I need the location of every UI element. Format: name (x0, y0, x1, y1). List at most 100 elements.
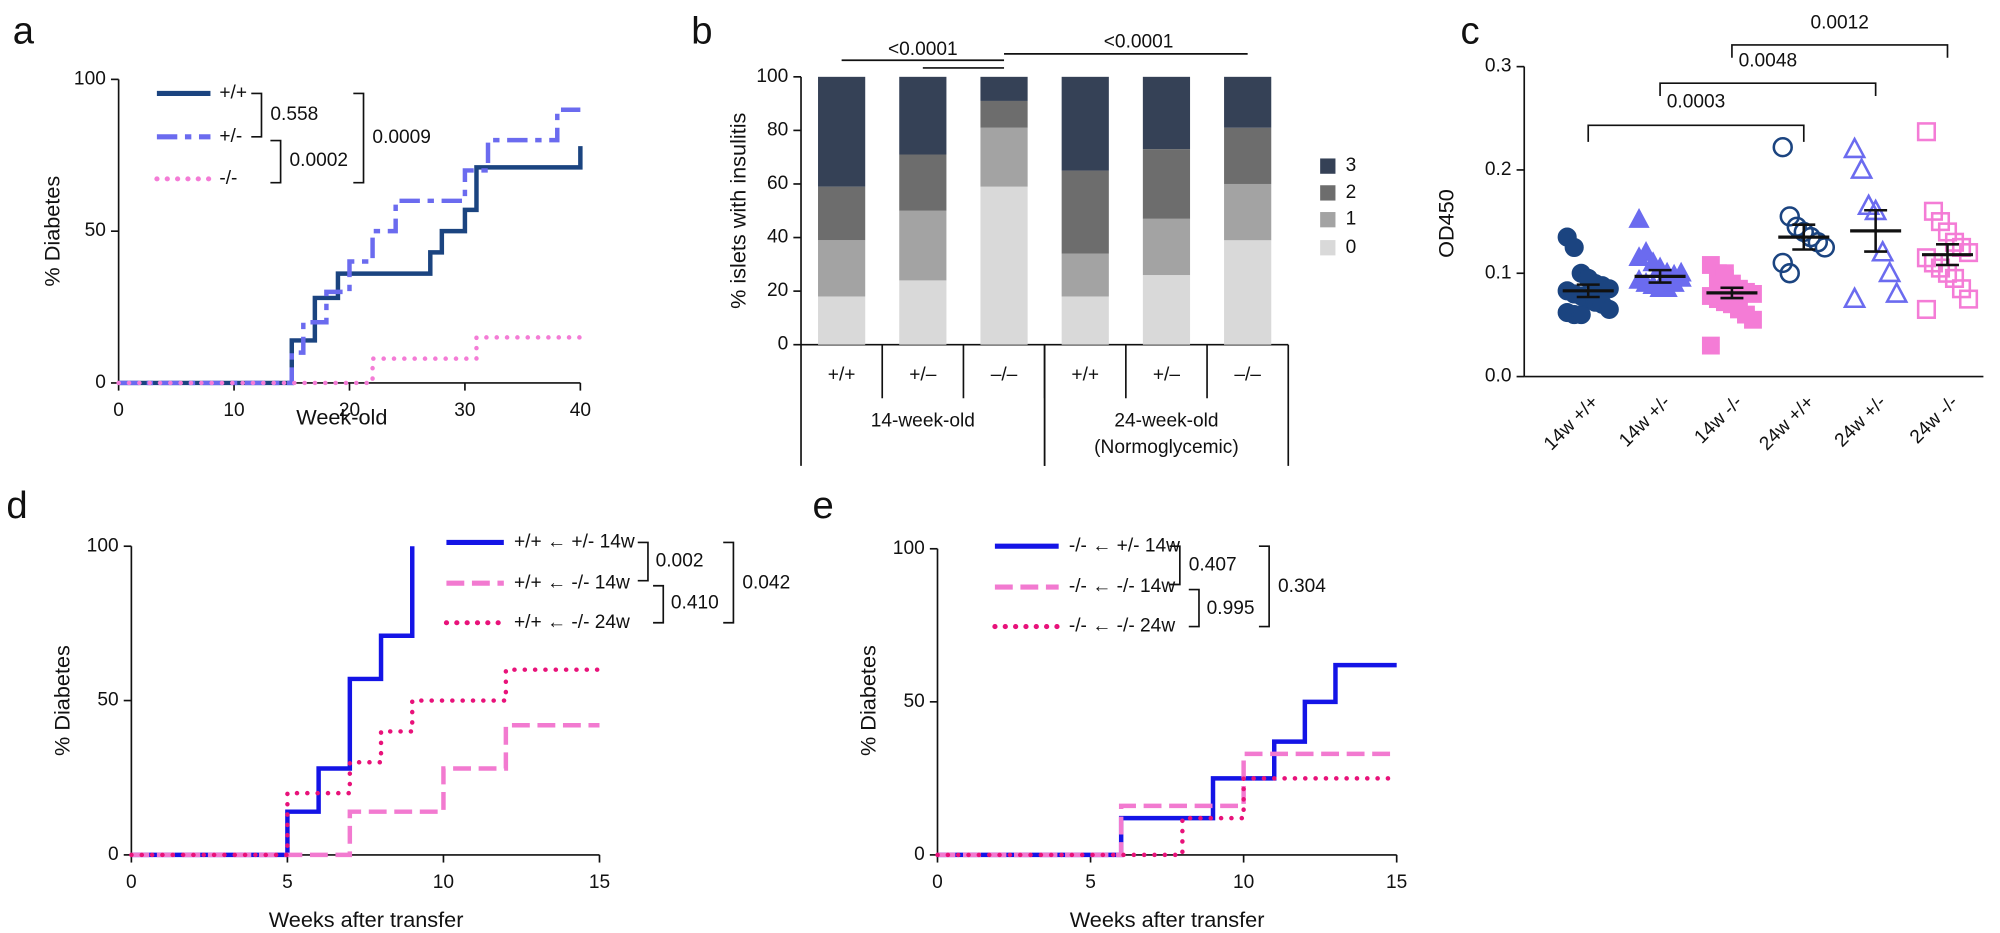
error-bar (1648, 268, 1672, 284)
step-line (118, 107, 581, 386)
x-tick-label: 15 (589, 872, 610, 893)
data-point (1958, 289, 1979, 309)
x-tick-label: 10 (433, 872, 454, 893)
legend-label: +/+ ← -/- 24w (514, 612, 630, 633)
step-line (118, 146, 583, 386)
group-label: 24-week-old (1114, 410, 1218, 431)
y-tick-label: 100 (893, 538, 925, 559)
data-point (1701, 336, 1720, 355)
bar-segment (899, 154, 947, 211)
data-point (1877, 260, 1902, 283)
bar-segment (980, 186, 1028, 345)
y-axis-label: % Diabetes (856, 645, 881, 756)
x-tick-label: 24w -/- (1906, 392, 1962, 448)
data-point (1916, 122, 1937, 142)
legend-label: 2 (1346, 182, 1357, 203)
data-point (1599, 279, 1619, 299)
panel-letter: e (813, 484, 834, 527)
bar-segment (818, 296, 866, 345)
x-tick-label: 5 (1085, 872, 1096, 893)
p-value: 0.002 (656, 551, 704, 572)
y-tick-label: 0 (778, 334, 789, 355)
data-point (1842, 286, 1867, 309)
data-point (1779, 206, 1800, 227)
error-bar (1792, 223, 1816, 251)
bar-segment (899, 280, 947, 345)
bar-segment (899, 76, 947, 155)
bar-segment (1142, 76, 1191, 150)
bar-segment (818, 76, 866, 187)
x-tick-label: +/+ (828, 364, 856, 385)
legend-swatch (1320, 212, 1336, 228)
step-line (116, 335, 583, 386)
data-point (1571, 305, 1591, 325)
group-label: 14-week-old (871, 410, 975, 431)
p-value: 0.995 (1207, 598, 1255, 619)
data-point (1772, 252, 1793, 274)
bar-segment (1061, 296, 1109, 345)
data-point (1849, 157, 1874, 179)
x-tick-label: 0 (126, 872, 137, 893)
x-tick-label: +/– (909, 364, 936, 385)
step-line (937, 662, 1397, 858)
bar-segment (818, 240, 866, 297)
y-tick-label: 0.3 (1485, 56, 1512, 77)
legend-label: -/- ← -/- 24w (1069, 616, 1175, 637)
y-tick-label: 0 (914, 844, 925, 865)
bar-segment (899, 210, 947, 281)
bar-segment (1224, 183, 1272, 241)
bracket (251, 92, 263, 138)
x-tick-label: 40 (570, 400, 591, 421)
step-line (131, 723, 600, 858)
y-tick-label: 80 (767, 119, 788, 140)
x-tick-label: 10 (1233, 872, 1254, 893)
p-value: 0.407 (1189, 554, 1237, 575)
bar-segment (1061, 170, 1109, 254)
y-axis-label: % Diabetes (39, 176, 64, 287)
y-tick-label: 0.2 (1485, 159, 1512, 180)
data-point (1958, 243, 1979, 263)
y-tick-label: 100 (756, 66, 788, 87)
x-tick-label: 0 (113, 400, 124, 421)
y-tick-label: 50 (903, 691, 924, 712)
p-value: 0.0012 (1810, 12, 1869, 33)
legend-label: +/+ (219, 82, 247, 103)
bar-segment (980, 76, 1028, 101)
p-value: <0.0001 (1104, 31, 1174, 52)
step-line (935, 776, 1399, 858)
data-point (1628, 246, 1650, 267)
bar-segment (1142, 275, 1191, 345)
error-bar (1864, 208, 1888, 253)
panel-letter: a (13, 10, 35, 53)
bracket (637, 541, 649, 582)
x-tick-label: +/– (1153, 364, 1180, 385)
error-bar (1936, 243, 1959, 267)
data-point (1628, 207, 1650, 228)
data-point (1715, 264, 1734, 283)
y-tick-label: 50 (85, 220, 106, 241)
p-value: 0.410 (671, 593, 719, 614)
panel-letter: c (1460, 10, 1479, 53)
p-value: 0.0002 (290, 150, 349, 171)
y-tick-label: 100 (87, 535, 119, 556)
x-axis-label: Weeks after transfer (269, 907, 464, 932)
y-tick-label: 0 (108, 844, 119, 865)
y-tick-label: 50 (97, 690, 118, 711)
data-point (1599, 299, 1619, 319)
p-value: 0.0048 (1739, 51, 1798, 72)
bracket (353, 92, 365, 184)
bar-segment (1061, 253, 1109, 297)
bracket (1169, 545, 1181, 586)
legend-label: -/- ← +/- 14w (1069, 535, 1180, 556)
panel-letter: d (6, 484, 27, 527)
x-tick-label: 24w +/+ (1756, 392, 1819, 455)
y-axis-label: % islets with insulitis (726, 112, 751, 308)
step-line (937, 751, 1397, 858)
error-bar (1720, 286, 1744, 300)
x-tick-label: –/– (991, 364, 1018, 385)
x-axis-label: Week-old (296, 404, 387, 429)
data-point (1744, 310, 1762, 329)
y-tick-label: 100 (74, 68, 106, 89)
legend-label: +/- (219, 126, 242, 147)
